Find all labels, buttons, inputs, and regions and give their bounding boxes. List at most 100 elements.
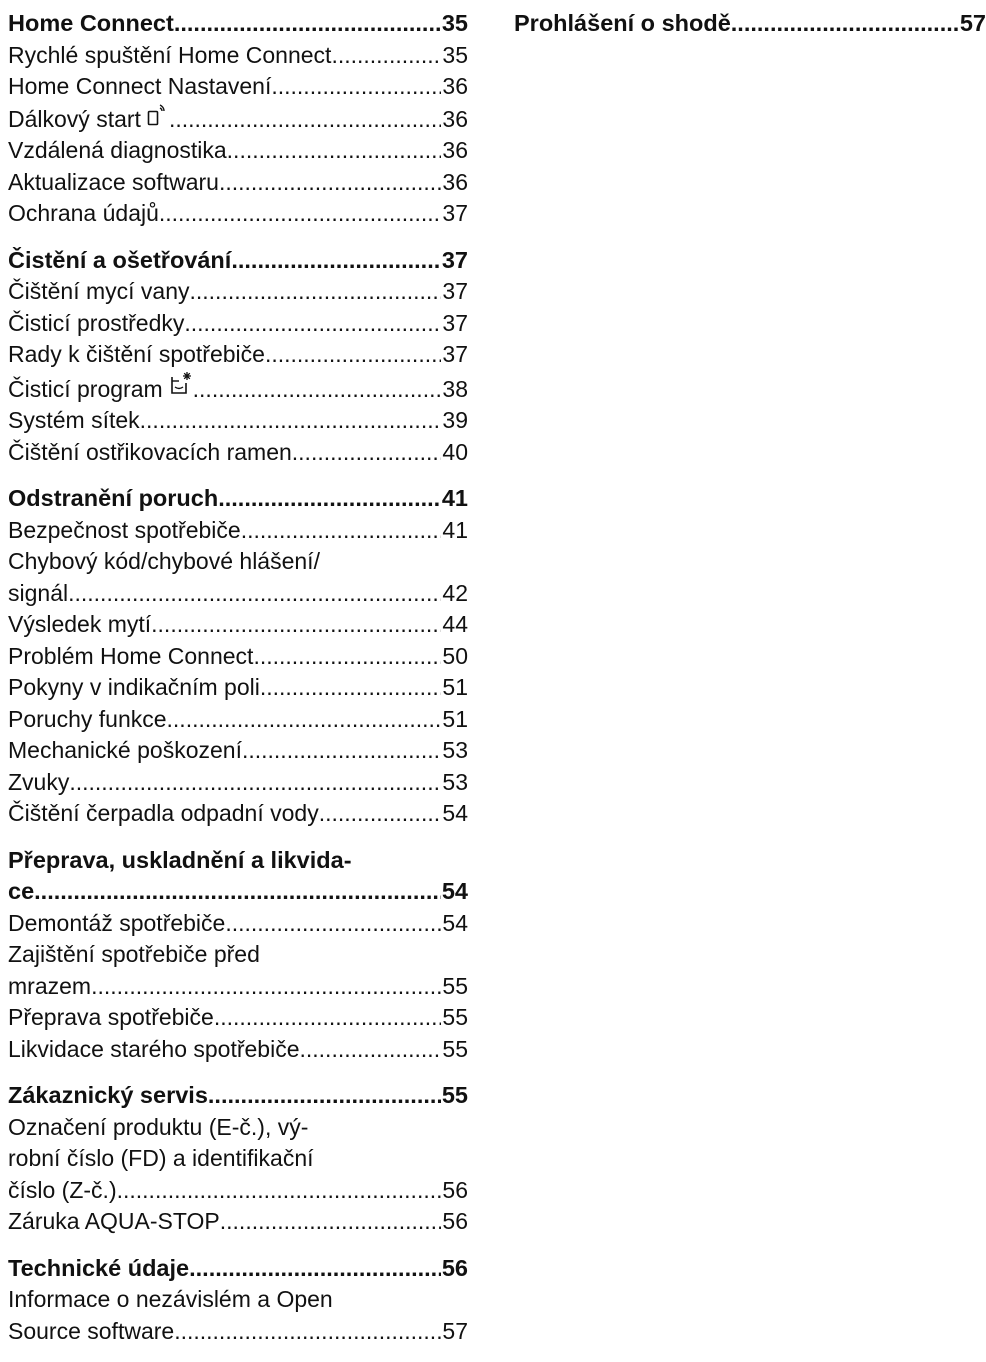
toc-entry-label: Problém Home Connect: [8, 642, 254, 669]
toc-heading-label: Přeprava, uskladnění a likvida-: [8, 846, 352, 873]
toc-entry-label: Informace o nezávislém a Open: [8, 1286, 333, 1312]
toc-entry-label: Demontáž spotřebiče: [8, 909, 226, 936]
dot-leader: [174, 1316, 441, 1348]
toc-entry[interactable]: Zvuky 53: [8, 767, 468, 799]
toc-page-number: 37: [442, 278, 468, 304]
toc-heading[interactable]: Zákaznický servis 55: [8, 1080, 468, 1112]
toc-entry-label: Pokyny v indikačním poli: [8, 674, 260, 700]
toc-page-number: 53: [442, 768, 468, 795]
dot-leader: [271, 71, 441, 103]
toc-page-number: 36: [442, 168, 468, 195]
dot-leader: [731, 8, 959, 40]
toc-entry[interactable]: Problém Home Connect 50: [8, 641, 468, 673]
toc-entry-label: Čisticí program: [8, 375, 163, 402]
toc-entry-label: Systém sítek: [8, 407, 140, 433]
toc-heading-label: Čistění a ošetřování: [8, 246, 232, 273]
toc-entry[interactable]: Zajištění spotřebiče před mrazem 55: [8, 939, 468, 1002]
toc-entry[interactable]: Rychlé spuštění Home Connect 35: [8, 40, 468, 72]
toc-entry[interactable]: Demontáž spotřebiče 54: [8, 908, 468, 940]
dot-leader: [68, 578, 441, 610]
toc-heading[interactable]: Home Connect 35: [8, 8, 468, 40]
toc-page-number: 54: [441, 878, 468, 904]
toc-entry-label: Označení produktu (E-č.), vý-: [8, 1113, 309, 1140]
dot-leader: [159, 198, 442, 230]
toc-entry[interactable]: Mechanické poškození 53: [8, 735, 468, 767]
toc-page-number: 36: [442, 105, 468, 132]
toc-page-number: 51: [442, 674, 468, 700]
toc-page-number: 54: [442, 909, 468, 936]
dot-leader: [265, 339, 441, 371]
toc-entry[interactable]: Čisticí program 38: [8, 371, 468, 406]
toc-entry[interactable]: Likvidace starého spotřebiče 55: [8, 1034, 468, 1066]
toc-page-number: 36: [442, 137, 468, 163]
toc-page-number: 37: [442, 309, 468, 336]
toc-entry[interactable]: Čištění mycí vany 37: [8, 276, 468, 308]
toc-entry[interactable]: Pokyny v indikačním poli 51: [8, 672, 468, 704]
remote-start-icon: [147, 103, 169, 136]
toc-entry-label: Čištění mycí vany: [8, 278, 190, 304]
toc-entry[interactable]: Čištění ostřikovacích ramen 40: [8, 437, 468, 469]
toc-right-column: Prohlášení o shodě 57: [514, 8, 986, 55]
toc-page-number: 44: [442, 611, 468, 637]
toc-entry[interactable]: Přeprava spotřebiče 55: [8, 1002, 468, 1034]
toc-entry[interactable]: Aktualizace softwaru 36: [8, 167, 468, 199]
dot-leader: [193, 374, 442, 406]
toc-entry[interactable]: Dálkový start 36: [8, 103, 468, 136]
toc-entry[interactable]: Chybový kód/chybové hlášení/ signál 42: [8, 546, 468, 609]
toc-entry[interactable]: Záruka AQUA-STOP 56: [8, 1206, 468, 1238]
toc-entry[interactable]: Systém sítek 39: [8, 405, 468, 437]
toc-heading[interactable]: Přeprava, uskladnění a likvida- ce 54: [8, 845, 468, 908]
toc-page-number: 57: [959, 10, 986, 36]
dot-leader: [169, 104, 441, 136]
dot-leader: [140, 405, 442, 437]
toc-heading[interactable]: Prohlášení o shodě 57: [514, 8, 986, 40]
dot-leader: [208, 1080, 441, 1112]
toc-page-number: 42: [442, 579, 468, 606]
toc-left-column: Home Connect 35 Rychlé spuštění Home Con…: [8, 8, 468, 1362]
toc-heading[interactable]: Odstranění poruch 41: [8, 483, 468, 515]
toc-page-number: 56: [442, 1208, 468, 1234]
toc-page-number: 51: [442, 705, 468, 732]
toc-page-number: 37: [441, 246, 468, 273]
cleaning-program-icon: [169, 371, 193, 406]
toc-entry[interactable]: Rady k čištění spotřebiče 37: [8, 339, 468, 371]
toc-entry[interactable]: Čisticí prostředky 37: [8, 308, 468, 340]
toc-page-number: 41: [441, 485, 468, 511]
toc-entry[interactable]: Čištění čerpadla odpadní vody 54: [8, 798, 468, 830]
toc-entry[interactable]: Poruchy funkce 51: [8, 704, 468, 736]
toc-page-number: 35: [442, 41, 468, 68]
toc-heading[interactable]: Technické údaje 56: [8, 1253, 468, 1285]
toc-entry-label: Zajištění spotřebiče před: [8, 941, 260, 967]
dot-leader: [300, 1034, 442, 1066]
toc-section-troubleshooting: Odstranění poruch 41 Bezpečnost spotřebi…: [8, 483, 468, 830]
toc-entry[interactable]: Home Connect Nastavení 36: [8, 71, 468, 103]
toc-heading-label: Prohlášení o shodě: [514, 10, 731, 36]
toc-entry-label: Ochrana údajů: [8, 200, 159, 226]
toc-page-number: 55: [442, 972, 468, 999]
toc-entry-label: Záruka AQUA-STOP: [8, 1208, 220, 1234]
toc-entry-label: Home Connect Nastavení: [8, 73, 272, 99]
dot-leader: [214, 1002, 442, 1034]
toc-page-number: 55: [442, 1004, 468, 1030]
dot-leader: [231, 245, 441, 277]
toc-page-number: 40: [442, 438, 468, 465]
toc-entry[interactable]: Bezpečnost spotřebiče 41: [8, 515, 468, 547]
toc-page-number: 53: [442, 737, 468, 763]
dot-leader: [253, 641, 441, 673]
toc-entry[interactable]: Výsledek mytí 44: [8, 609, 468, 641]
toc-page-number: 57: [442, 1317, 468, 1344]
toc-entry[interactable]: Informace o nezávislém a Open Source sof…: [8, 1284, 468, 1347]
toc-entry-label: Zvuky: [8, 768, 70, 795]
toc-entry[interactable]: Ochrana údajů 37: [8, 198, 468, 230]
toc-entry-label-continued: robní číslo (FD) a identifikační: [8, 1145, 314, 1171]
dot-leader: [225, 908, 441, 940]
toc-entry[interactable]: Označení produktu (E-č.), vý- robní čísl…: [8, 1112, 468, 1207]
toc-heading-label-continued: ce: [8, 878, 35, 904]
toc-entry-label: Čištění čerpadla odpadní vody: [8, 800, 319, 826]
toc-page-number: 37: [442, 341, 468, 367]
toc-heading[interactable]: Čistění a ošetřování 37: [8, 245, 468, 277]
toc-page-number: 41: [442, 516, 468, 543]
dot-leader: [219, 167, 441, 199]
toc-entry[interactable]: Vzdálená diagnostika 36: [8, 135, 468, 167]
toc-entry-label: Aktualizace softwaru: [8, 168, 219, 195]
